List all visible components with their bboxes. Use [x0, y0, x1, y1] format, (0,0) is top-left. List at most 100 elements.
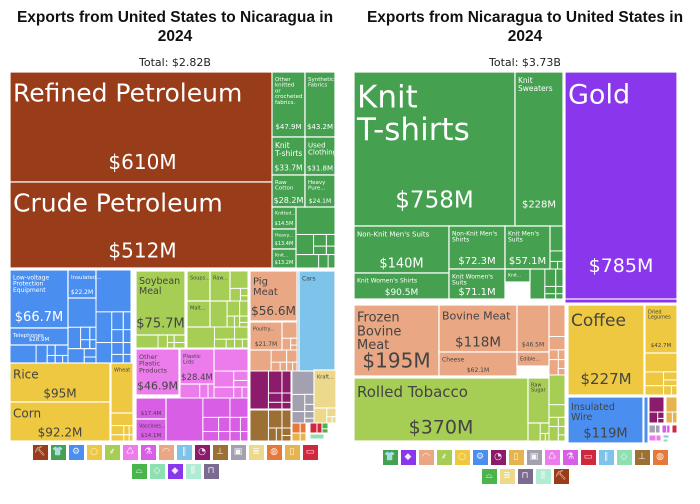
- tile-rect[interactable]: [567, 396, 644, 444]
- tile-crude-petroleum[interactable]: Crude Petroleum $512M: [9, 181, 276, 269]
- tile-rect[interactable]: [438, 304, 518, 353]
- tile-knit[interactable]: Knit...: [504, 268, 531, 283]
- hide-icon[interactable]: ◇: [616, 450, 632, 465]
- tile-rect[interactable]: [504, 268, 531, 283]
- cow-icon[interactable]: ◠: [418, 450, 434, 465]
- tile-rect[interactable]: [304, 71, 336, 138]
- money-icon[interactable]: ▭: [302, 445, 318, 460]
- diamond-icon[interactable]: ◆: [167, 464, 183, 479]
- tile-soups[interactable]: Soups...: [186, 270, 211, 302]
- tile-rect[interactable]: [271, 71, 306, 138]
- anvil-icon[interactable]: ⊥: [212, 445, 228, 460]
- tile-rect[interactable]: [304, 174, 336, 208]
- tile-rect[interactable]: [353, 304, 440, 377]
- box-icon[interactable]: ▣: [230, 445, 246, 460]
- gauge-icon[interactable]: ◔: [194, 445, 210, 460]
- hide-icon[interactable]: ◇: [149, 464, 165, 479]
- tile-knit-women-s-shirts[interactable]: Knit Women's Shirts $90.5M: [353, 272, 450, 300]
- fruit-icon[interactable]: ○: [86, 445, 102, 460]
- tile-rect[interactable]: [313, 369, 337, 409]
- tile-rect[interactable]: [9, 269, 69, 329]
- tile-rect[interactable]: [271, 248, 297, 269]
- tile-raw[interactable]: Raw...: [209, 270, 231, 302]
- tile-edible[interactable]: Edible...: [516, 351, 550, 367]
- tile-poultry[interactable]: Poultry... $21.7M: [249, 321, 283, 351]
- tile-wheat[interactable]: Wheat: [110, 362, 134, 414]
- tile-corn[interactable]: Corn $92.2M: [9, 401, 111, 442]
- tile-rect[interactable]: [644, 304, 678, 354]
- pickaxe-icon[interactable]: ⛏: [32, 445, 48, 460]
- shoe-icon[interactable]: ⌓: [131, 464, 147, 479]
- shoe-icon[interactable]: ⌓: [481, 469, 497, 484]
- shirt-icon[interactable]: 👕: [50, 445, 66, 460]
- oil-icon[interactable]: ◍: [266, 445, 282, 460]
- anvil-icon[interactable]: ⊥: [634, 450, 650, 465]
- cow-icon[interactable]: ◠: [158, 445, 174, 460]
- tile-rect[interactable]: [186, 300, 211, 328]
- tile-rect[interactable]: [67, 269, 97, 299]
- tile-rect[interactable]: [9, 327, 69, 346]
- glass-icon[interactable]: ⫼: [535, 469, 551, 484]
- glass-icon[interactable]: ⫼: [185, 464, 201, 479]
- tile-rect[interactable]: [135, 270, 186, 336]
- gauge-icon[interactable]: ◔: [490, 450, 506, 465]
- tile-rect[interactable]: [249, 270, 298, 322]
- tile-rect[interactable]: [567, 304, 645, 396]
- road-icon[interactable]: ∥: [598, 450, 614, 465]
- scroll-icon[interactable]: ≣: [499, 469, 515, 484]
- tile-rect[interactable]: [9, 181, 276, 269]
- pickaxe-icon[interactable]: ⛏: [553, 469, 569, 484]
- flask-icon[interactable]: ⚗: [140, 445, 156, 460]
- fruit-icon[interactable]: ○: [454, 450, 470, 465]
- tile-rect[interactable]: [135, 418, 167, 442]
- shirt-icon[interactable]: 👕: [382, 450, 398, 465]
- tile-knitted[interactable]: Knitted... $14.5M: [271, 206, 297, 230]
- tile-non-knit-men-s-suits[interactable]: Non-Knit Men's Suits $140M: [353, 225, 450, 274]
- recycle-icon[interactable]: ♺: [122, 445, 138, 460]
- tile-rect[interactable]: [249, 321, 283, 351]
- tile-17-4m[interactable]: $17.4M: [135, 397, 167, 420]
- diamond-icon[interactable]: ◆: [400, 450, 416, 465]
- tile-rect[interactable]: [448, 268, 506, 300]
- tile-rect[interactable]: [298, 270, 336, 372]
- tile-rice[interactable]: Rice $95M: [9, 362, 111, 403]
- tile-rect[interactable]: [564, 71, 678, 300]
- tile-rolled-tobacco[interactable]: Rolled Tobacco $370M: [353, 377, 529, 442]
- tile-46-5m[interactable]: $46.5M: [516, 304, 550, 353]
- tile-rect[interactable]: [271, 136, 306, 176]
- tile-vaccines[interactable]: Vaccines... $14.1M: [135, 418, 167, 442]
- tile-insulated[interactable]: Insulated... $22.2M: [67, 269, 102, 299]
- bottle-icon[interactable]: ▯: [284, 445, 300, 460]
- bottle-icon[interactable]: ▯: [508, 450, 524, 465]
- tile-rect[interactable]: [516, 351, 550, 367]
- scroll-icon[interactable]: ≣: [248, 445, 264, 460]
- wheat-icon[interactable]: ⸙: [104, 445, 120, 460]
- tile-coffee[interactable]: Coffee $227M: [567, 304, 645, 396]
- tile-rect[interactable]: [353, 225, 450, 274]
- oil-icon[interactable]: ◍: [652, 450, 668, 465]
- tile-refined-petroleum[interactable]: Refined Petroleum $610M: [9, 71, 276, 183]
- tile-telephones[interactable]: Telephones$28.9M: [9, 327, 69, 346]
- tile-gold[interactable]: Gold $785M: [564, 71, 678, 300]
- tile-heavy[interactable]: Heavy... $13.4M: [271, 228, 297, 250]
- tile-cheese[interactable]: Cheese$62.1M: [438, 351, 518, 377]
- tile-cars[interactable]: Cars: [298, 270, 336, 372]
- wheat-icon[interactable]: ⸙: [436, 450, 452, 465]
- tile-rect[interactable]: [9, 362, 111, 403]
